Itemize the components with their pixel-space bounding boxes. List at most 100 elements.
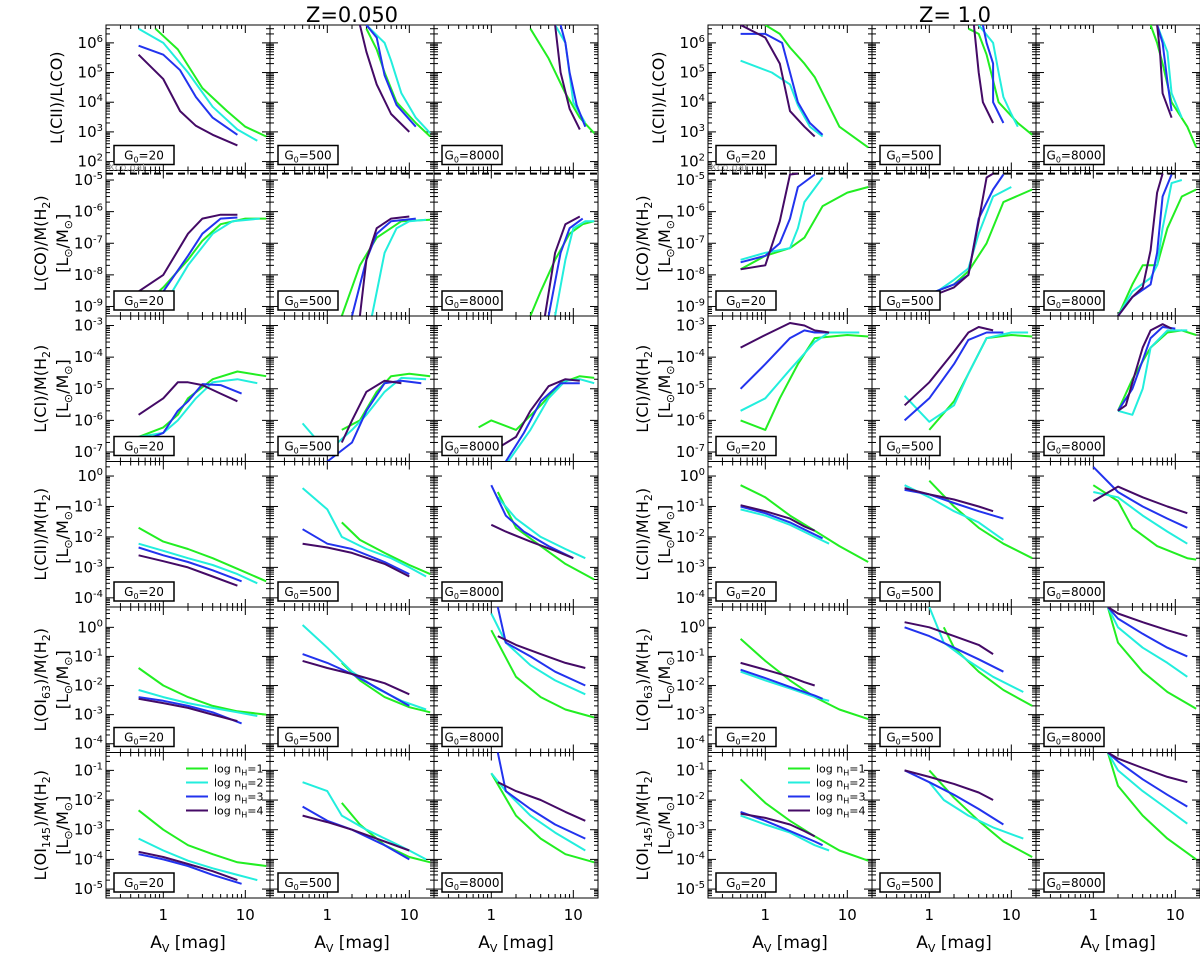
z005-ylabel-row-1: L(CII)/L(CO) — [47, 51, 66, 144]
xco-reference-label: Xco,gal — [108, 163, 145, 174]
series-line-nh4 — [497, 781, 586, 822]
series-line-nh1 — [1149, 25, 1198, 148]
series-line-nh3 — [739, 329, 830, 390]
z1-ytick-label: 10-3 — [676, 706, 705, 724]
g0-label: G0=20 — [124, 149, 164, 165]
series-line-nh4 — [138, 850, 238, 882]
g0-label: G0=8000 — [445, 876, 500, 892]
series-line-nh1 — [154, 27, 267, 138]
series-group — [138, 370, 267, 444]
series-line-nh2 — [903, 331, 1029, 423]
series-line-nh1 — [1106, 607, 1197, 710]
x-tick-label: 10 — [400, 906, 419, 924]
z1-ytick-label: 10-5 — [676, 171, 705, 189]
x-tick-label: 10 — [564, 906, 583, 924]
series-line-nh4 — [137, 53, 238, 147]
z1-ytick-label: 10-2 — [676, 528, 705, 546]
z005-panel-r1-c2: G0=500 — [269, 24, 435, 171]
z005-ytick-label: 10-7 — [74, 443, 103, 461]
z1-ytick-label: 10-6 — [676, 203, 705, 221]
z005-panel-r4-c1: G0=20 — [105, 461, 271, 608]
z005-panel-r4-c2: G0=500 — [269, 461, 435, 608]
series-line-nh1 — [740, 484, 869, 563]
g0-label: G0=500 — [284, 149, 331, 165]
series-group — [739, 638, 869, 721]
g0-label: G0=8000 — [1047, 149, 1102, 165]
g0-box — [113, 435, 175, 457]
legend-label-nh3: log nH=3 — [214, 791, 263, 806]
z1-ytick-label: 10-3 — [676, 317, 705, 335]
series-group — [529, 25, 595, 134]
z005-ytick-label: 100 — [78, 467, 103, 485]
legend-label-nh3: log nH=3 — [816, 791, 865, 806]
z005-ytick-label: 10-4 — [74, 735, 103, 753]
series-line-nh4 — [302, 659, 410, 696]
series-line-nh2 — [740, 59, 824, 138]
legend-label-nh1: log nH=1 — [214, 763, 263, 778]
series-group — [490, 752, 595, 864]
series-group — [358, 25, 431, 138]
g0-box — [441, 581, 503, 602]
g0-box — [113, 581, 175, 602]
series-line-nh1 — [496, 491, 595, 581]
z005-ytick-label: 10-5 — [74, 380, 103, 398]
z005-panel-r3-c1: G0=20 — [105, 315, 271, 462]
g0-label: G0=20 — [124, 585, 164, 601]
g0-label: G0=20 — [726, 731, 766, 747]
series-line-nh1 — [138, 667, 267, 716]
x-tick-label: 1 — [925, 906, 935, 924]
series-line-nh4 — [138, 381, 238, 416]
series-line-nh3 — [1107, 607, 1188, 658]
z005-row-6: L(OI145)/M(H2)[L⊙/M⊙] 10-5 10-4 10-3 10-2 10-… — [31, 752, 599, 955]
series-line-nh2 — [507, 378, 595, 462]
z1-panel-r6-c2: G0=500 1 10 AV [mag] — [871, 752, 1037, 955]
series-line-nh2 — [490, 772, 586, 852]
series-line-nh1 — [490, 772, 595, 864]
z1-ytick-label: 10-2 — [676, 791, 705, 809]
series-group — [904, 172, 1033, 298]
series-line-nh4 — [904, 172, 994, 298]
z005-panel-r1-c3: G0=8000 — [433, 24, 599, 171]
z1-yunit-row-5: [L⊙/M⊙] — [655, 650, 677, 709]
g0-label: G0=8000 — [445, 440, 500, 456]
g0-box — [879, 435, 941, 457]
g0-box — [715, 144, 777, 166]
g0-box — [277, 435, 339, 457]
z005-ytick-label: 10-6 — [74, 203, 103, 221]
z005-panel-r3-c2: G0=500 — [269, 315, 435, 462]
series-line-nh4 — [543, 215, 581, 316]
z005-ytick-label: 10-5 — [74, 880, 103, 898]
z1-panel-r4-c2: G0=500 — [871, 461, 1037, 608]
g0-box — [277, 872, 339, 893]
series-line-nh4 — [1117, 173, 1164, 316]
z1-row-2: L(CO)/M(H2)[L⊙/M⊙]10-910-810-710-610-5Xc… — [633, 163, 1200, 317]
z1-row-6: L(OI145)/M(H2)[L⊙/M⊙] 10-5 10-4 10-3 10-2 10-… — [633, 752, 1200, 955]
series-line-nh3 — [365, 25, 417, 128]
legend-label-nh4: log nH=4 — [816, 805, 865, 820]
g0-label: G0=20 — [124, 876, 164, 892]
series-line-nh4 — [302, 814, 410, 852]
g0-box — [879, 726, 941, 748]
series-line-nh2 — [740, 176, 824, 261]
series-line-nh4 — [1117, 323, 1173, 412]
x-tick-label: 1 — [323, 906, 333, 924]
series-line-nh3 — [903, 331, 1004, 422]
series-line-nh2 — [138, 542, 258, 585]
x-axis-label: AV [mag] — [478, 933, 554, 955]
g0-label: G0=500 — [284, 294, 331, 310]
series-line-nh4 — [904, 621, 994, 655]
series-group — [1149, 25, 1198, 148]
series-line-nh3 — [138, 44, 238, 136]
series-line-nh1 — [341, 521, 431, 576]
z1-ytick-label: 106 — [680, 34, 705, 52]
z1-ytick-label: 10-1 — [676, 497, 705, 515]
series-line-nh3 — [496, 752, 586, 840]
series-group — [740, 25, 869, 149]
series-line-nh4 — [302, 542, 410, 578]
g0-label: G0=500 — [284, 876, 331, 892]
g0-label: G0=8000 — [1047, 731, 1102, 747]
z005-panel-r6-c3: G0=8000 1 10 AV [mag] — [433, 752, 599, 955]
series-line-nh1 — [365, 28, 431, 138]
